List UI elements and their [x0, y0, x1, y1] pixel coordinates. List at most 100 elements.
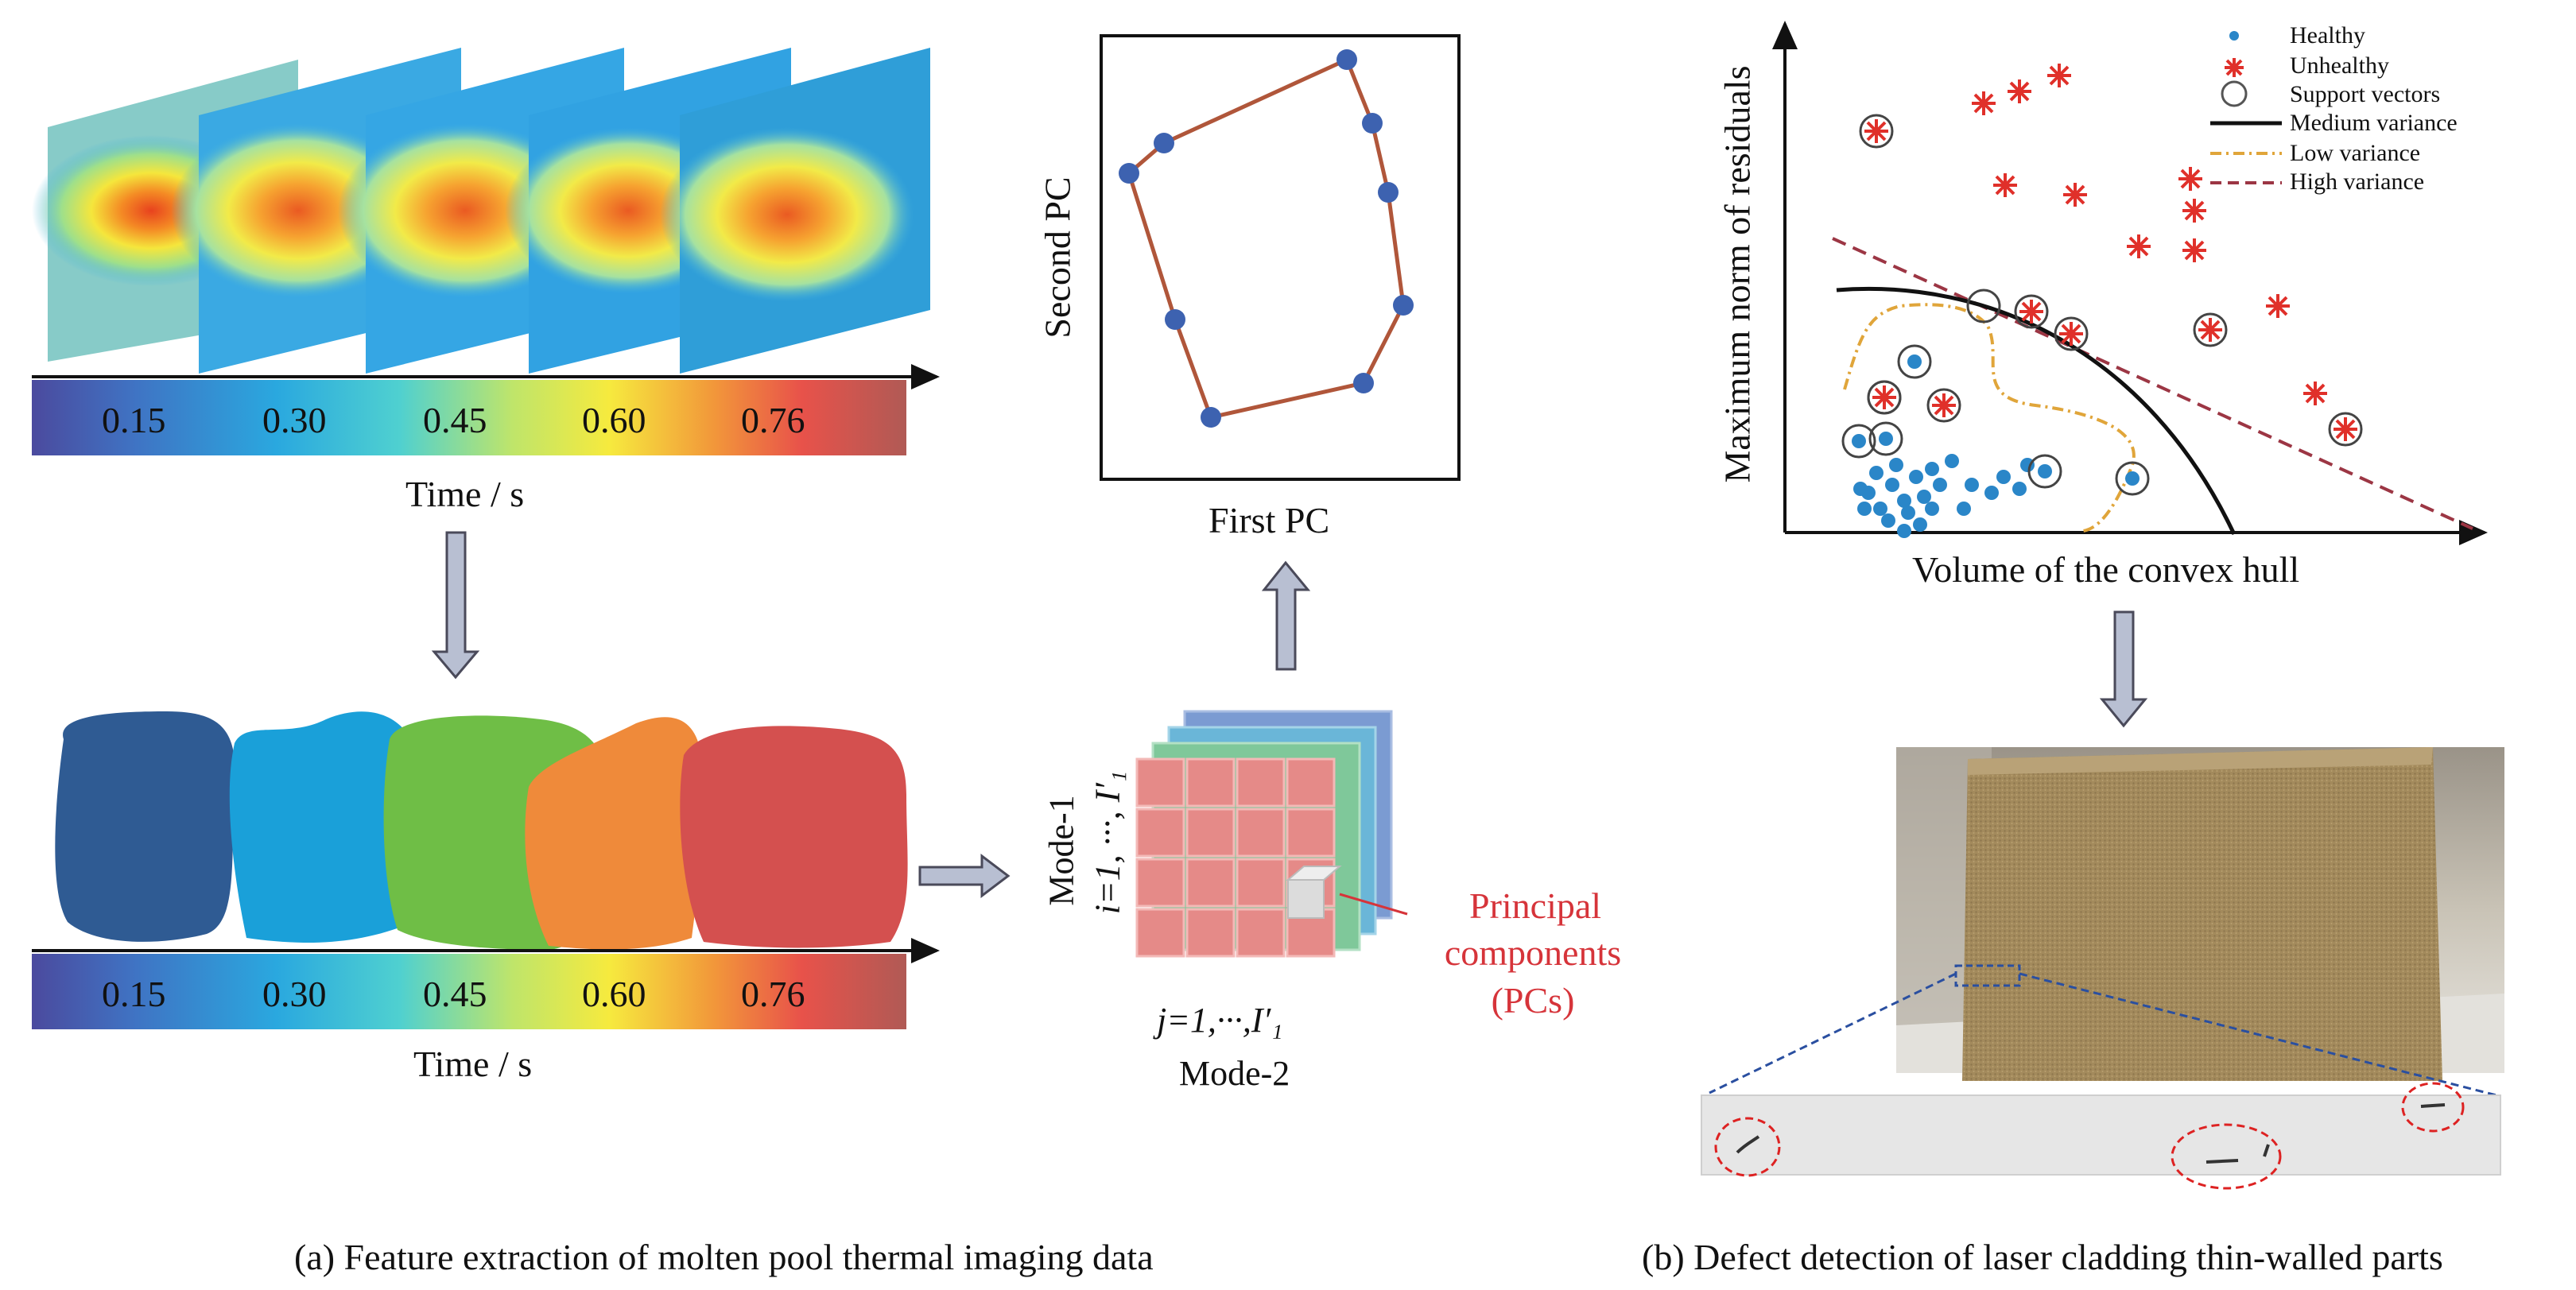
support-vector: [1868, 421, 1903, 456]
healthy-point: [1957, 502, 1971, 516]
up-arrow-a: [1261, 560, 1311, 671]
healthy-point: [1879, 432, 1893, 446]
legend-unhealthy-label: Unhealthy: [2290, 52, 2389, 79]
hull-point: [1154, 133, 1174, 153]
zoom-line-left: [1709, 972, 1957, 1094]
tensor-cell: [1236, 757, 1286, 808]
healthy-point: [1933, 478, 1947, 492]
hull-point: [1165, 309, 1185, 330]
thin-wall-part: [1962, 747, 2442, 1081]
unhealthy-point: [2303, 382, 2327, 405]
unhealthy-point: [2059, 322, 2083, 346]
mode2-index: j=1,···,I′₁: [1157, 1001, 1283, 1040]
healthy-point: [2125, 471, 2140, 486]
tensor-cell: [1185, 808, 1236, 858]
colorbar-top: [32, 380, 906, 455]
convex-hull: [1127, 56, 1406, 420]
tensor-cell: [1185, 858, 1236, 908]
colorbar-top-tick-4: 0.60: [582, 400, 646, 440]
pca-ylabel: Second PC: [1037, 176, 1078, 339]
zoom-region-box: [1954, 964, 2021, 987]
healthy-point: [1853, 482, 1868, 496]
healthy-point: [1945, 454, 1959, 468]
principal-component-cell: [1287, 879, 1325, 919]
support-vector: [1966, 289, 2001, 323]
legend-medium-label: Medium variance: [2290, 110, 2458, 136]
colorbar-top-tick-5: 0.76: [741, 400, 805, 440]
healthy-point: [1909, 470, 1923, 484]
pca-plot-frame: [1100, 34, 1461, 481]
healthy-point: [1885, 478, 1899, 492]
healthy-point: [1897, 524, 1911, 538]
support-vector: [1897, 344, 1932, 379]
healthy-point: [2020, 458, 2035, 472]
healthy-point: [1984, 486, 1999, 500]
hull-point: [1393, 295, 1414, 316]
hull-point: [1362, 113, 1383, 134]
tensor-front-face: [1135, 757, 1336, 958]
tensor-cube: [1135, 710, 1408, 958]
low-variance-boundary: [1843, 303, 2136, 533]
support-vector: [2193, 312, 2228, 347]
healthy-point: [1901, 506, 1915, 520]
unhealthy-point: [2008, 79, 2031, 103]
hull-point: [1119, 163, 1139, 184]
tensor-cell: [1286, 757, 1336, 808]
tensor-cell: [1185, 757, 1236, 808]
svm-ylabel: Maximum norm of residuals: [1717, 65, 1758, 483]
caption-a: (a) Feature extraction of molten pool th…: [294, 1237, 1154, 1277]
hull-point: [1378, 182, 1399, 203]
healthy-point: [1889, 458, 1903, 472]
tensor-cell: [1135, 808, 1185, 858]
defect-circle-1: [1714, 1117, 1781, 1177]
thermal-frames: [32, 48, 930, 374]
unhealthy-point: [1993, 173, 2017, 197]
time-axis-label-bottom: Time / s: [413, 1044, 533, 1084]
healthy-points: [1852, 354, 2140, 538]
pc-label-line-1: Principal: [1469, 885, 1602, 926]
svm-plot: [1772, 21, 2488, 545]
defect-3: [2420, 1103, 2446, 1108]
healthy-point: [1897, 494, 1911, 508]
tensor-cell: [1286, 808, 1336, 858]
unhealthy-point: [1932, 393, 1956, 417]
hull-point: [1336, 49, 1357, 70]
unhealthy-point: [2127, 234, 2151, 258]
healthy-point: [2012, 482, 2027, 496]
unhealthy-point: [2047, 64, 2071, 87]
pool-shape-4: [525, 717, 704, 950]
defect-2a: [2206, 1159, 2239, 1164]
pool-shapes: [55, 711, 908, 950]
defect-2b: [2263, 1144, 2270, 1157]
healthy-point: [1913, 517, 1927, 532]
legend-healthy-label: Healthy: [2290, 22, 2365, 48]
support-vector: [1926, 388, 1961, 423]
unhealthy-point: [2334, 417, 2357, 441]
caption-b: (b) Defect detection of laser cladding t…: [1642, 1237, 2443, 1277]
colorbar-bottom-tick-4: 0.60: [582, 974, 646, 1014]
support-vector: [2027, 454, 2062, 489]
colorbar-top-tick-1: 0.15: [102, 400, 166, 440]
tensor-cell: [1135, 858, 1185, 908]
defect-1: [1736, 1135, 1760, 1154]
down-arrow-a: [431, 531, 480, 680]
colorbar-bottom-tick-2: 0.30: [262, 974, 327, 1014]
support-vector: [1867, 380, 1902, 415]
healthy-point: [1917, 490, 1931, 504]
healthy-point: [1857, 502, 1872, 516]
mode1-label: Mode-1: [1042, 795, 1081, 906]
healthy-point: [1869, 466, 1884, 480]
legend-low-label: Low variance: [2290, 140, 2421, 166]
zoom-line-right: [2019, 972, 2497, 1097]
colorbar-top-tick-3: 0.45: [423, 400, 487, 440]
svm-xlabel: Volume of the convex hull: [1912, 549, 2300, 590]
unhealthy-point: [1872, 385, 1896, 409]
healthy-point: [1873, 502, 1887, 516]
unhealthy-point: [2266, 294, 2290, 318]
pool-shape-2: [229, 711, 419, 943]
support-vector: [2054, 316, 2089, 351]
down-arrow-b: [2099, 610, 2148, 728]
pc-pointer-line: [1339, 893, 1408, 916]
hull-point: [1201, 407, 1221, 428]
colorbar-bottom-tick-1: 0.15: [102, 974, 166, 1014]
